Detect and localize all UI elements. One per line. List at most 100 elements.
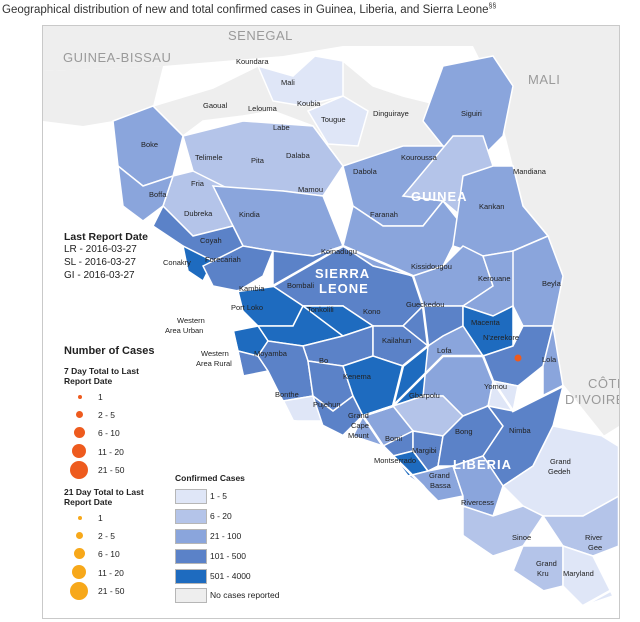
last-report-sl: SL - 2016-03-27 [64,257,136,268]
label-koubia: Koubia [297,99,321,108]
label-maryland: Maryland [563,569,594,578]
guinea-bissau-region [43,66,163,126]
label-montserrado: Montserrado [374,456,416,465]
country-liberia: LIBERIA [453,457,512,472]
label-lola: Lola [542,355,557,364]
seven-day-label-4: 11 - 20 [98,447,124,457]
label-kailahun: Kailahun [382,336,411,345]
label-yomou: Yomou [484,382,507,391]
label-fria: Fria [191,179,205,188]
label-grand-kru-1: Grand [536,559,557,568]
seven-day-dot-1 [78,395,82,399]
label-labe: Labe [273,123,290,132]
confirmed-label-3: 21 - 100 [210,531,242,541]
label-forecariah: Forecariah [205,255,241,264]
label-grand-cape-1: Grand [348,411,369,420]
label-grand-gedeh-1: Grand [550,457,571,466]
label-tougue: Tougue [321,115,346,124]
label-grand-gedeh-2: Gedeh [548,467,571,476]
country-guinea: GUINEA [411,189,468,204]
label-lofa: Lofa [437,346,452,355]
map-title: Geographical distribution of new and tot… [2,3,497,16]
country-mali: MALI [528,72,560,87]
twentyone-day-label-2: 2 - 5 [98,531,116,541]
label-macenta: Macenta [471,318,501,327]
district-margibi [412,430,444,472]
district-siguiri [422,55,514,157]
label-mamou: Mamou [298,185,323,194]
label-bonthe: Bonthe [275,390,299,399]
label-moyamba: Moyamba [254,349,288,358]
district-grand-kru [512,545,564,592]
label-kambia: Kambia [239,284,265,293]
seven-day-label-3: 6 - 10 [98,428,120,438]
confirmed-label-6: No cases reported [210,590,280,600]
twentyone-day-label-4: 11 - 20 [98,568,124,578]
seven-day-dot-4 [72,444,86,458]
cases-heading: Number of Cases [64,345,155,357]
twentyone-day-dot-3 [74,548,85,559]
label-lelouma: Lelouma [248,104,278,113]
label-kissidougou: Kissidougou [411,262,452,271]
label-gaoual: Gaoual [203,101,228,110]
country-sierra-leone-2: LEONE [319,281,369,296]
label-kerouane: Kerouane [478,274,511,283]
confirmed-label-1: 1 - 5 [210,491,228,501]
twentyone-day-dot-5 [70,582,88,600]
label-telimele: Telimele [195,153,223,162]
label-pujehun: Pujehun [313,400,341,409]
label-gbarpolu: Gbarpolu [409,391,440,400]
label-siguiri: Siguiri [461,109,482,118]
seven-day-dot-2 [76,411,83,418]
seven-day-dot-5 [70,461,88,479]
last-report-lr: LR - 2016-03-27 [64,244,137,255]
label-dubreka: Dubreka [184,209,213,218]
label-kouroussa: Kouroussa [401,153,438,162]
district-maryland [562,544,615,607]
last-report-heading: Last Report Date [64,231,149,243]
district-labels: Koundara Mali Gaoual Lelouma Koubia Labe… [141,57,603,578]
label-mali: Mali [281,78,295,87]
seven-day-heading: 7 Day Total to Last Report Date [64,366,139,386]
label-boke: Boke [141,140,158,149]
twentyone-day-dot-2 [76,532,83,539]
label-dinguiraye: Dinguiraye [373,109,409,118]
label-grand-cape-2: Cape [351,421,369,430]
country-senegal: SENEGAL [228,28,293,43]
label-dabola: Dabola [353,167,378,176]
label-margibi: Margibi [412,446,437,455]
country-cote-divoire-2: D'IVOIRE [565,392,619,407]
label-kenema: Kenema [343,372,372,381]
label-pita: Pita [251,156,265,165]
last-report-gi: GI - 2016-03-27 [64,270,135,281]
label-nzerekore: N'zerekore [483,333,519,342]
label-river-gee-2: Gee [588,543,602,552]
confirmed-swatch-3 [175,529,207,544]
confirmed-label-5: 501 - 4000 [210,571,251,581]
seven-day-label-5: 21 - 50 [98,465,125,475]
label-nimba: Nimba [509,426,532,435]
label-mandiana: Mandiana [513,167,547,176]
seven-day-marker [514,354,522,362]
twentyone-day-label-3: 6 - 10 [98,549,120,559]
label-bo: Bo [319,356,328,365]
map-frame: SENEGAL GUINEA-BISSAU MALI CÔTE D'IVOIRE… [42,25,620,619]
label-kindia: Kindia [239,210,261,219]
label-western-rural-1: Western [201,349,229,358]
confirmed-swatch-4 [175,549,207,564]
confirmed-swatch-1 [175,489,207,504]
label-grand-bassa-2: Bassa [430,481,452,490]
map-svg: SENEGAL GUINEA-BISSAU MALI CÔTE D'IVOIRE… [43,26,619,618]
confirmed-heading: Confirmed Cases [175,473,245,483]
label-grand-bassa-1: Grand [429,471,450,480]
liberia-border [361,354,619,608]
district-tougue [306,95,369,147]
district-mali [256,55,344,107]
label-kankan: Kankan [479,202,504,211]
label-gueckedou: Gueckedou [406,300,444,309]
label-western-rural-2: Area Rural [196,359,232,368]
label-sinoe: Sinoe [512,533,531,542]
label-kono: Kono [363,307,381,316]
district-forecariah [201,245,275,292]
cote-divoire-region [513,146,619,436]
